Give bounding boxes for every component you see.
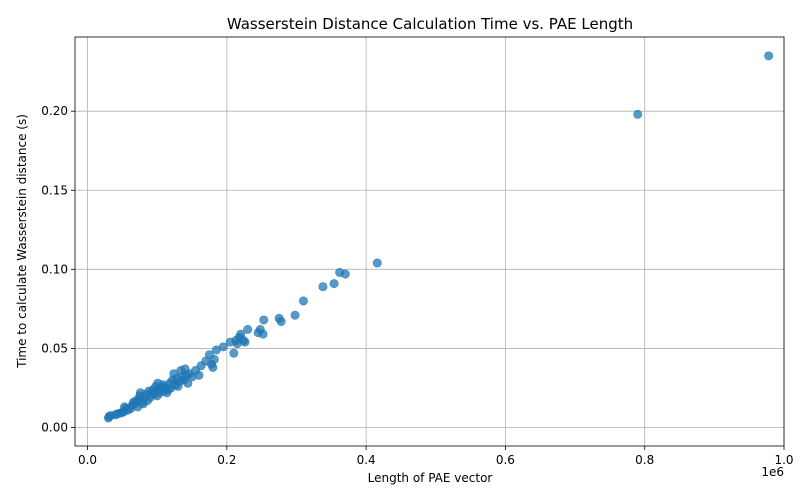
scatter-point <box>208 362 218 372</box>
x-axis-ticks: 0.0 0.2 0.4 0.6 0.8 1.0 <box>78 446 794 467</box>
scatter-point <box>276 317 286 327</box>
scatter-point <box>764 51 774 61</box>
scatter-point <box>209 354 219 364</box>
scatter-point <box>329 279 339 289</box>
scatter-point <box>633 109 643 119</box>
scatter-point <box>194 370 204 380</box>
y-tick-label: 0.05 <box>41 341 68 355</box>
x-tick-label: 0.2 <box>217 453 236 467</box>
scatter-point <box>218 342 228 352</box>
scatter-point <box>258 329 268 339</box>
scatter-point <box>290 310 300 320</box>
plot-frame <box>74 36 785 447</box>
chart-title: Wasserstein Distance Calculation Time vs… <box>227 15 633 33</box>
y-tick-label: 0.20 <box>41 104 68 118</box>
y-tick-label: 0.10 <box>41 262 68 276</box>
x-tick-label: 0.0 <box>78 453 97 467</box>
y-tick-label: 0.00 <box>41 420 68 434</box>
scatter-point <box>259 315 269 325</box>
scatter-point <box>298 296 308 306</box>
scatter-point <box>340 269 350 279</box>
x-tick-label: 0.8 <box>635 453 654 467</box>
x-tick-label: 1.0 <box>774 453 793 467</box>
x-tick-label: 0.6 <box>496 453 515 467</box>
y-tick-label: 0.15 <box>41 183 68 197</box>
scatter-point <box>240 337 250 347</box>
x-tick-label: 0.4 <box>357 453 376 467</box>
x-axis-offset-label: 1e6 <box>761 465 784 479</box>
scatter-point <box>229 348 239 358</box>
y-axis-label: Time to calculate Wasserstein distance (… <box>15 114 29 369</box>
y-axis-ticks: 0.00 0.05 0.10 0.15 0.20 <box>41 104 75 434</box>
scatter-point <box>183 378 193 388</box>
scatter-point <box>318 282 328 292</box>
scatter-points <box>103 51 774 423</box>
scatter-point <box>243 324 253 334</box>
x-axis-label: Length of PAE vector <box>368 471 493 485</box>
scatter-point <box>372 258 382 268</box>
